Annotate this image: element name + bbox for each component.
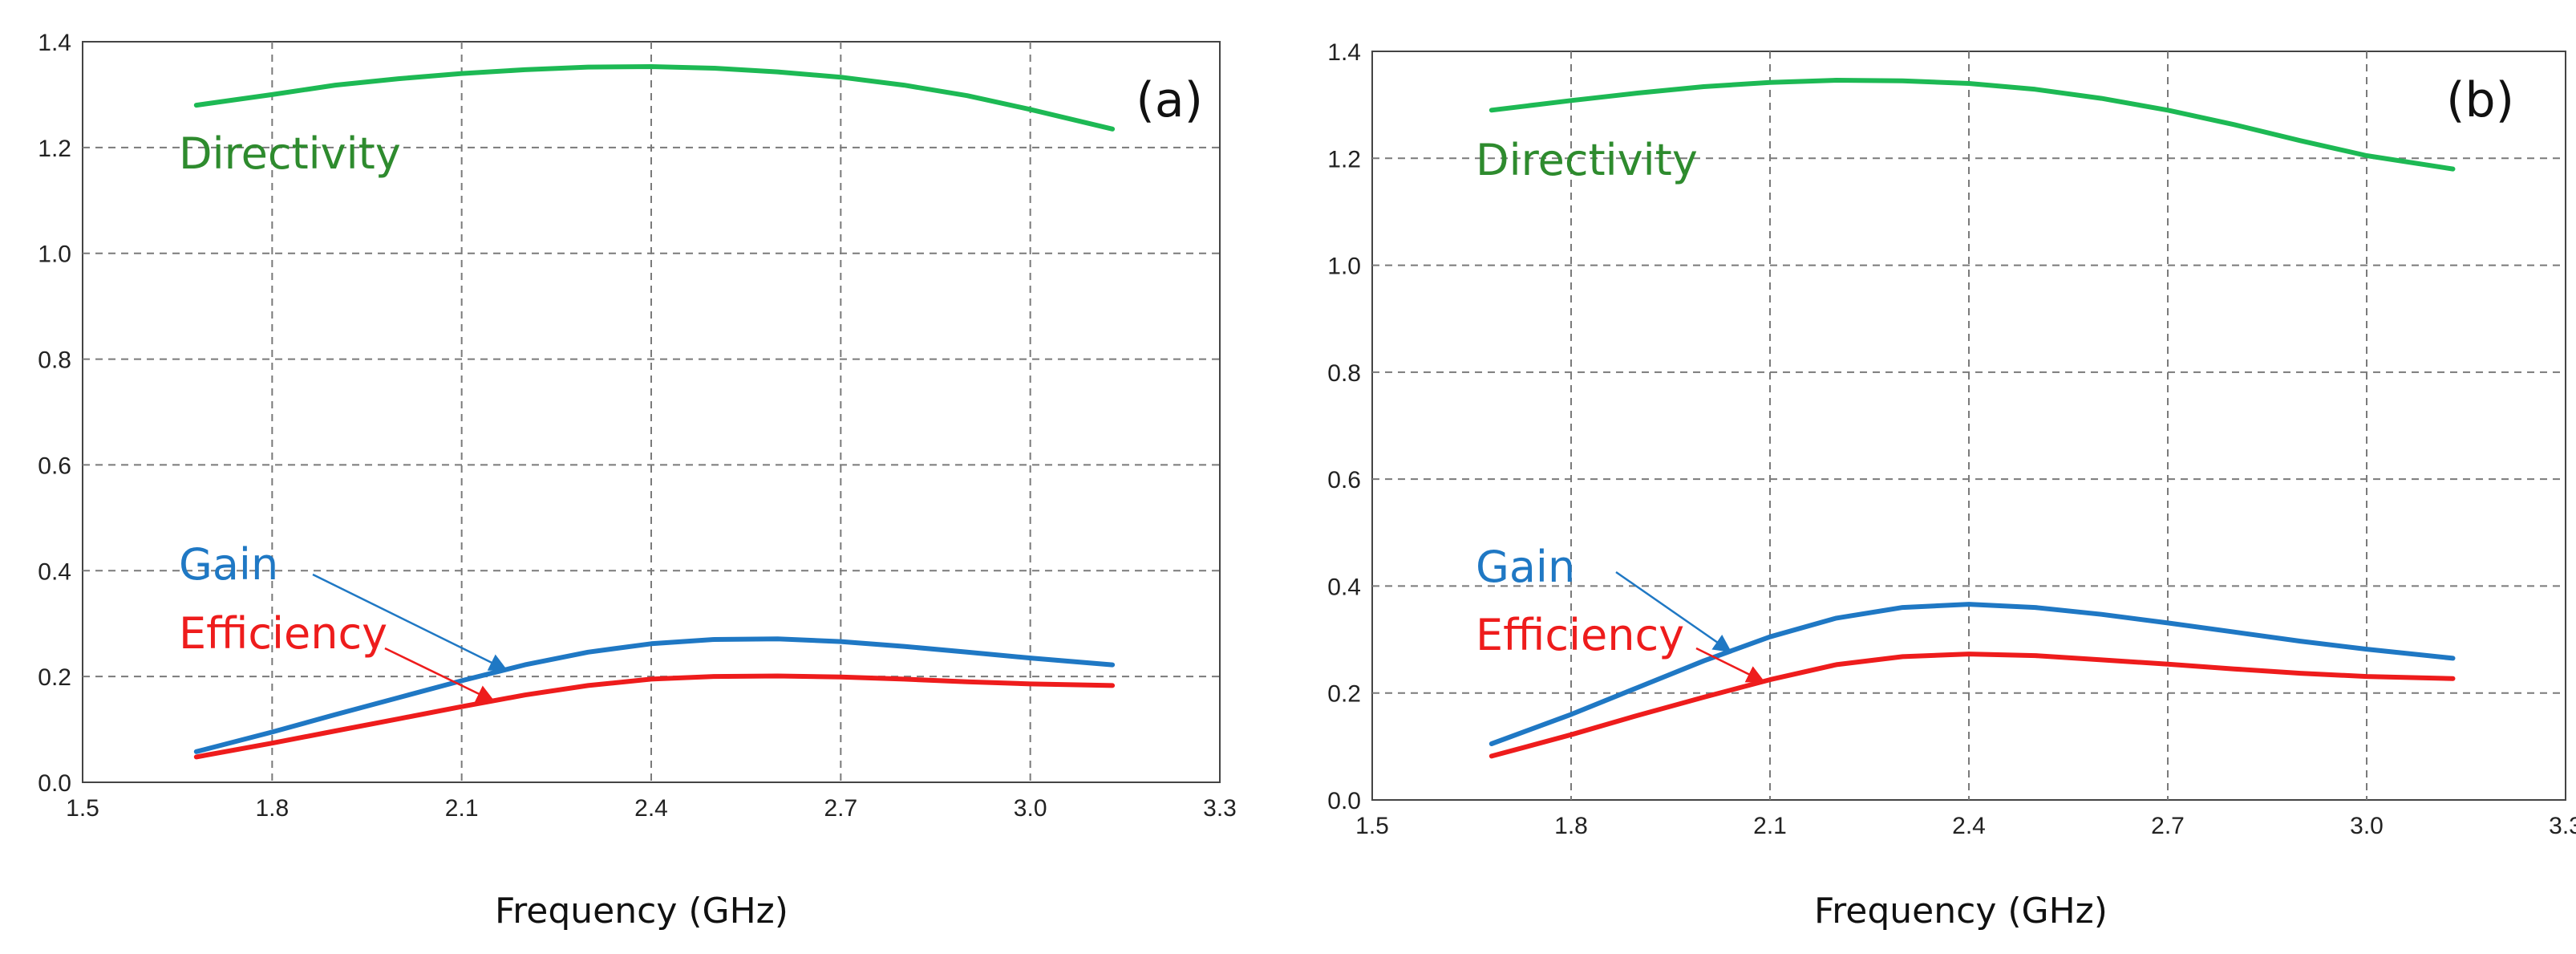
y-tick-label: 1.0: [1327, 254, 1361, 280]
efficiency-arrow-b: [1695, 647, 1765, 683]
gain-line-a: [193, 636, 1116, 754]
y-tick-label: 1.4: [38, 30, 71, 56]
gain-label-a: Gain: [179, 539, 278, 590]
y-tick-label: 0.4: [38, 558, 71, 585]
x-tick-labels-b: 1.5 1.8 2.1 2.4 2.7 3.0 3.3: [1355, 813, 2576, 839]
x-tick-label: 1.8: [255, 795, 289, 822]
annotations-a: Directivity Gain Efficiency: [179, 128, 508, 702]
directivity-line-a: [193, 64, 1116, 132]
y-tick-label: 0.2: [1327, 681, 1361, 708]
x-tick-label: 1.5: [1355, 813, 1389, 839]
series-a: [193, 64, 1116, 760]
x-tick-labels-a: 1.5 1.8 2.1 2.4 2.7 3.0 3.3: [66, 795, 1237, 822]
x-tick-label: 2.7: [2151, 813, 2185, 839]
x-tick-label: 2.1: [445, 795, 479, 822]
x-tick-label: 1.5: [66, 795, 99, 822]
gain-line-b: [1488, 602, 2456, 746]
y-tick-labels-a: 0.0 0.2 0.4 0.6 0.8 1.0 1.2 1.4: [38, 30, 71, 797]
x-tick-label: 3.0: [1014, 795, 1047, 822]
panel-label-b: (b): [2446, 72, 2514, 128]
x-tick-label: 2.1: [1753, 813, 1787, 839]
directivity-label-b: Directivity: [1476, 135, 1698, 185]
x-tick-label: 3.3: [2549, 813, 2576, 839]
x-axis-label-a: Frequency (GHz): [495, 891, 788, 932]
y-tick-label: 0.6: [1327, 467, 1361, 493]
y-tick-label: 0.0: [38, 770, 71, 797]
y-tick-label: 1.2: [38, 136, 71, 162]
y-tick-label: 0.2: [38, 664, 71, 691]
gain-label-b: Gain: [1476, 542, 1575, 592]
directivity-label-a: Directivity: [179, 128, 401, 179]
y-tick-label: 1.2: [1327, 146, 1361, 173]
y-tick-label: 1.4: [1327, 39, 1361, 66]
gain-arrow-b: [1615, 570, 1732, 653]
efficiency-arrow-a: [384, 647, 496, 702]
y-tick-label: 0.4: [1327, 574, 1361, 600]
y-tick-label: 0.0: [1327, 788, 1361, 814]
annotations-b: Directivity Gain Efficiency: [1476, 135, 1765, 683]
directivity-line-b: [1488, 78, 2456, 172]
efficiency-line-b: [1488, 652, 2456, 759]
y-tick-label: 0.8: [38, 347, 71, 374]
x-tick-label: 3.3: [1203, 795, 1237, 822]
x-tick-label: 3.0: [2350, 813, 2384, 839]
y-tick-label: 0.6: [38, 453, 71, 479]
x-axis-label-b: Frequency (GHz): [1814, 891, 2108, 932]
efficiency-line-a: [193, 673, 1116, 760]
x-tick-label: 1.8: [1554, 813, 1588, 839]
series-b: [1488, 78, 2456, 759]
y-tick-label: 1.0: [38, 242, 71, 268]
x-tick-label: 2.4: [1952, 813, 1986, 839]
gridlines-b: [1372, 51, 2566, 800]
chart-b: 1.5 1.8 2.1 2.4 2.7 3.0 3.3 0.0 0.2 0.4 0.6 0.8 1.0…: [1327, 39, 2576, 932]
efficiency-label-b: Efficiency: [1476, 610, 1684, 660]
y-tick-labels-b: 0.0 0.2 0.4 0.6 0.8 1.0 1.2 1.4: [1327, 39, 1361, 814]
x-tick-label: 2.4: [634, 795, 668, 822]
chart-a: 1.5 1.8 2.1 2.4 2.7 3.0 3.3 0.0 0.2 0.4 0.6 0.8 1.0…: [38, 30, 1237, 932]
gain-arrow-a: [312, 573, 508, 671]
panel-label-a: (a): [1136, 72, 1203, 128]
efficiency-label-a: Efficiency: [179, 608, 387, 659]
y-tick-label: 0.8: [1327, 360, 1361, 387]
x-tick-label: 2.7: [824, 795, 857, 822]
